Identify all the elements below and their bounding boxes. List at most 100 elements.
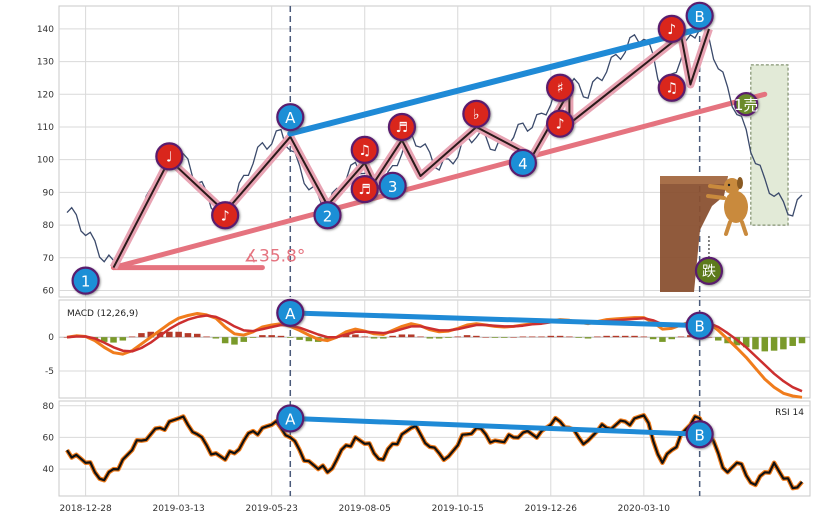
macd-histogram-bar <box>212 337 220 339</box>
marker-circle <box>685 420 714 449</box>
wave-marker: ♪ <box>657 14 686 43</box>
x-tick-label: 2019-12-26 <box>525 504 578 514</box>
macd-histogram-bar <box>193 333 201 338</box>
wave-marker: ♬ <box>350 175 379 204</box>
x-tick-label: 2018-12-28 <box>59 504 112 514</box>
macd-histogram-bar <box>128 336 136 338</box>
macd-histogram-bar <box>352 334 359 338</box>
macd-histogram-bar <box>259 335 266 338</box>
macd-histogram-bar <box>556 335 564 338</box>
macd-histogram-bar <box>575 337 582 338</box>
y-tick-label: -5 <box>45 367 54 377</box>
marker-circle <box>657 73 686 102</box>
resistance-trendline <box>287 25 703 137</box>
macd-histogram-bar <box>445 337 452 338</box>
macd-histogram-bar <box>138 333 145 338</box>
y-tick-label: 90 <box>43 188 55 198</box>
macd-histogram-bar <box>547 335 555 338</box>
wave-marker: 2 <box>313 201 342 230</box>
x-tick-label: 2020-03-10 <box>618 504 671 514</box>
macd-histogram-bar <box>454 336 462 338</box>
macd-histogram-bar <box>175 331 182 338</box>
wave-marker: 3 <box>378 171 407 200</box>
macd-histogram-bar <box>296 337 303 340</box>
marker-label: ♪ <box>556 117 565 133</box>
macd-histogram-bar <box>482 337 489 338</box>
marker-circle <box>462 99 491 128</box>
macd-histogram-bar <box>361 336 368 338</box>
macd-histogram-bar <box>166 331 173 338</box>
marker-label: A <box>285 109 296 127</box>
marker-label: 3 <box>388 178 398 196</box>
marker-circle <box>685 311 714 340</box>
marker-label: B <box>695 8 705 26</box>
macd-histogram-bar <box>715 337 722 341</box>
marker-label: 4 <box>518 155 528 173</box>
y-tick-label: 80 <box>43 221 55 231</box>
wave-marker: ♭ <box>462 99 491 128</box>
marker-circle <box>657 14 686 43</box>
macd-histogram-bar <box>612 335 620 338</box>
marker-circle <box>694 256 724 285</box>
wave-marker: B <box>685 420 714 449</box>
macd-histogram-bar <box>473 335 480 338</box>
x-tick-label: 2019-08-05 <box>339 504 391 514</box>
decorations <box>660 176 748 292</box>
macd-histogram-bar <box>668 337 676 340</box>
macd-histogram-bar <box>380 337 387 339</box>
wave-marker: ♩ <box>155 142 184 171</box>
marker-circle <box>508 148 537 178</box>
macd-histogram-bar <box>501 337 508 338</box>
rsi-divergence-line <box>287 415 703 437</box>
macd-histogram-bar <box>510 337 517 338</box>
macd-histogram-bar <box>780 337 787 350</box>
macd-histogram-bar <box>435 337 443 339</box>
wave-marker: ♬ <box>387 112 417 142</box>
marker-circle <box>378 171 407 200</box>
marker-circle <box>276 404 305 433</box>
rsi-panel-label: RSI 14 <box>775 408 804 418</box>
marker-label: ♭ <box>473 107 480 123</box>
marker-label: A <box>285 305 296 323</box>
macd-histogram-bar <box>594 336 601 338</box>
macd-histogram-bar <box>389 335 396 338</box>
y-tick-label: 0 <box>48 333 54 343</box>
marker-label: A <box>285 410 296 428</box>
macd-histogram-bar <box>463 335 471 338</box>
marker-circle <box>387 112 417 142</box>
macd-divergence-line <box>287 310 703 329</box>
marker-label: 1 <box>81 273 91 291</box>
wave-marker: ♪ <box>546 109 575 138</box>
x-tick-label: 2019-10-15 <box>432 504 484 514</box>
marker-label: 跌 <box>702 264 716 280</box>
wave-marker: B <box>685 1 714 30</box>
macd-histogram-bar <box>249 337 257 338</box>
overlays: 1 ♩ ♪ A 2 ♫ ♬ ♬ 3 ♭ 4 ♯ ♪ ♪ ♫ B 1売跌 A B A B <box>71 1 758 449</box>
macd-histogram-bar <box>305 337 313 342</box>
macd-histogram-bar <box>789 337 796 346</box>
macd-histogram-bar <box>584 337 592 339</box>
marker-label: ♯ <box>557 81 564 97</box>
macd-panel: 0 -5 MACD (12,26,9) <box>45 299 811 399</box>
macd-histogram-bar <box>119 337 127 341</box>
y-tick-label: 40 <box>43 465 55 475</box>
macd-histogram-bar <box>566 336 573 338</box>
y-tick-label: 60 <box>43 286 55 296</box>
macd-histogram-bar <box>631 335 638 338</box>
macd-histogram-bar <box>342 334 350 338</box>
macd-histogram-bar <box>184 333 192 338</box>
macd-histogram-bar <box>426 337 434 339</box>
marker-circle <box>71 266 100 295</box>
x-tick-label: 2019-03-13 <box>152 504 204 514</box>
macd-histogram-bar <box>324 337 331 341</box>
marker-label: ♪ <box>221 208 230 224</box>
wave-marker: ♪ <box>211 201 240 230</box>
macd-histogram-bar <box>770 337 778 351</box>
marker-circle <box>685 1 714 30</box>
macd-histogram-bar <box>761 337 769 352</box>
macd-histogram-bar <box>370 337 378 339</box>
macd-histogram-bar <box>268 335 275 338</box>
macd-histogram-bar <box>417 336 424 338</box>
macd-histogram-bar <box>398 334 406 338</box>
macd-histogram-bar <box>491 337 499 338</box>
